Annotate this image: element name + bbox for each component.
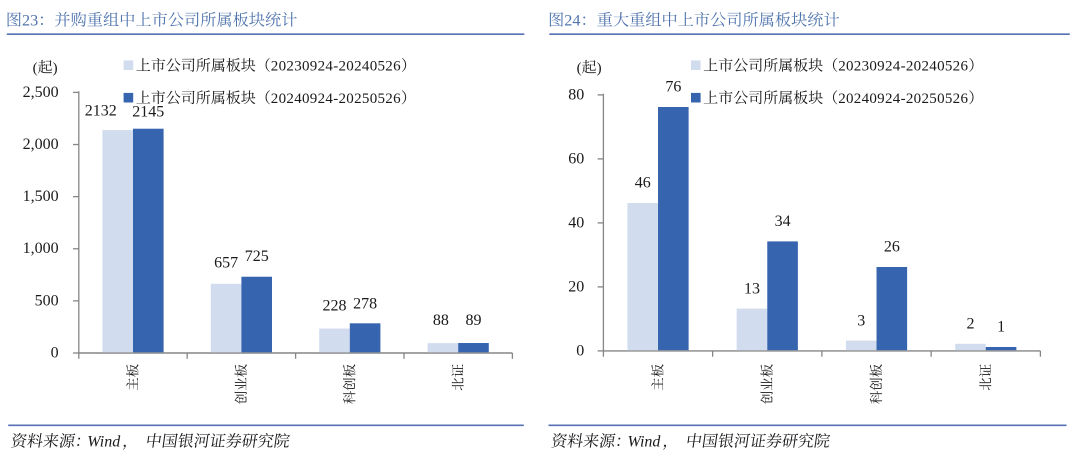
svg-text:3: 3 [857, 312, 865, 329]
svg-text:20240924-20250526: 20240924-20250526 [838, 91, 968, 107]
svg-text:0: 0 [576, 342, 584, 359]
svg-text:40: 40 [568, 214, 584, 231]
svg-text:88: 88 [433, 312, 449, 329]
svg-text:2: 2 [966, 316, 974, 333]
svg-text:2,500: 2,500 [23, 84, 59, 101]
svg-text:Wind: Wind [87, 434, 121, 451]
svg-text:1,000: 1,000 [23, 240, 59, 257]
svg-text:(: ( [577, 60, 582, 76]
svg-text:60: 60 [568, 150, 584, 167]
svg-text:0: 0 [51, 344, 59, 361]
svg-text:): ) [53, 60, 58, 76]
svg-text:76: 76 [665, 79, 681, 96]
svg-text:1: 1 [997, 319, 1005, 336]
svg-text:20: 20 [568, 278, 584, 295]
svg-text:Wind: Wind [628, 434, 662, 451]
svg-text:): ) [597, 60, 602, 76]
svg-text:34: 34 [775, 213, 791, 230]
svg-text:24: 24 [564, 12, 580, 30]
svg-text:2145: 2145 [132, 104, 164, 121]
svg-text:1,500: 1,500 [23, 188, 59, 205]
svg-text:46: 46 [635, 175, 651, 192]
svg-text:228: 228 [323, 297, 347, 314]
svg-text:20230924-20240526: 20230924-20240526 [838, 59, 968, 75]
svg-text:23: 23 [22, 12, 38, 30]
svg-text:89: 89 [466, 312, 482, 329]
svg-text:2132: 2132 [85, 103, 117, 120]
svg-text:20230924-20240526: 20230924-20240526 [271, 59, 401, 75]
svg-text:2,000: 2,000 [23, 136, 59, 153]
svg-text:278: 278 [353, 296, 377, 313]
svg-text:26: 26 [884, 239, 900, 256]
svg-text:725: 725 [245, 248, 269, 265]
svg-text:80: 80 [568, 86, 584, 103]
svg-text:657: 657 [214, 254, 238, 271]
svg-text:(: ( [33, 60, 38, 76]
svg-text:500: 500 [35, 292, 59, 309]
svg-text:13: 13 [744, 280, 760, 297]
svg-text:20240924-20250526: 20240924-20250526 [271, 91, 401, 107]
